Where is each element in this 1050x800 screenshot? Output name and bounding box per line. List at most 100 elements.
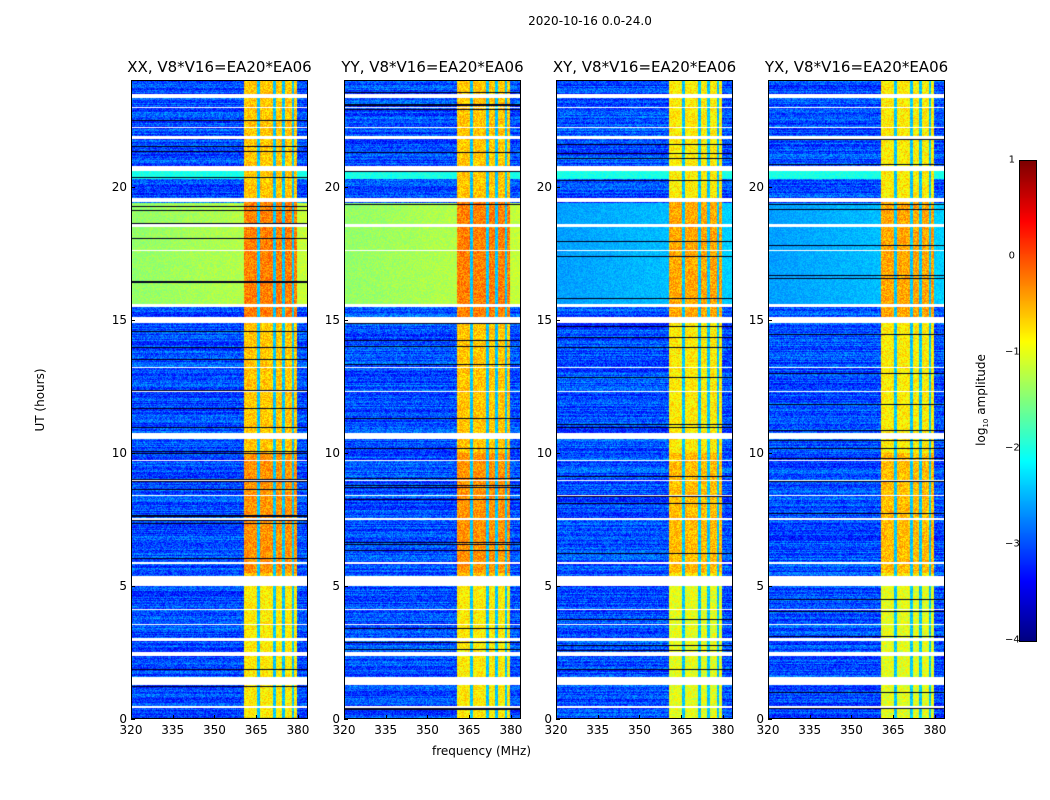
x-tick-label: 365 — [457, 723, 481, 737]
x-tick-mark — [597, 715, 599, 719]
x-tick-label: 365 — [669, 723, 693, 737]
y-tick-label: 10 — [748, 445, 764, 460]
x-tick-label: 380 — [711, 723, 735, 737]
x-tick-label: 335 — [586, 723, 610, 737]
y-tick-mark — [344, 319, 348, 321]
panel-title: XX, V8*V16=EA20*EA06 — [127, 58, 312, 76]
x-tick-mark — [131, 715, 132, 719]
x-tick-mark — [214, 715, 216, 719]
spectrogram-panel-yy: YY, V8*V16=EA20*EA06 0 5 10 15 20 320 335 350 365… — [325, 58, 524, 737]
x-tick-label: 335 — [798, 723, 822, 737]
spectrogram-panel-xx: XX, V8*V16=EA20*EA06 0 5 10 15 20 320 335 350 365… — [112, 58, 312, 737]
x-tick-label: 365 — [881, 723, 905, 737]
colorbar-tick-label: 1 — [1008, 154, 1015, 166]
x-tick-label: 350 — [203, 723, 226, 737]
spectrogram-panel-xy: XY, V8*V16=EA20*EA06 0 5 10 15 20 320 335 350 365… — [537, 58, 736, 737]
x-tick-mark — [469, 715, 471, 719]
x-tick-label: 365 — [244, 723, 268, 737]
y-tick-label: 0 — [332, 712, 340, 726]
spectrogram-heatmap — [131, 80, 308, 719]
x-tick-mark — [893, 715, 895, 719]
y-tick-mark — [131, 719, 135, 720]
y-tick-label: 20 — [748, 179, 764, 194]
y-tick-mark — [768, 719, 772, 720]
y-tick-mark — [768, 452, 772, 454]
colorbar-tick-label: −3 — [1005, 538, 1020, 550]
colorbar-label: log10 amplitude — [973, 354, 991, 446]
figure-suptitle: 2020-10-16 0.0-24.0 — [528, 14, 652, 28]
y-tick-mark — [556, 319, 560, 321]
x-tick-mark — [556, 715, 557, 719]
y-tick-label: 5 — [544, 578, 552, 593]
y-tick-label: 20 — [536, 179, 552, 194]
y-tick-label: 15 — [748, 312, 764, 327]
colorbar-tick-label: −1 — [1005, 346, 1020, 358]
y-tick-mark — [131, 585, 135, 587]
y-tick-label: 15 — [324, 312, 340, 327]
x-tick-mark — [385, 715, 387, 719]
y-tick-mark — [344, 452, 348, 454]
x-axis-label: frequency (MHz) — [432, 744, 532, 758]
y-tick-mark — [131, 452, 135, 454]
spectrogram-heatmap — [768, 80, 945, 719]
spectrogram-heatmap — [344, 80, 521, 719]
y-tick-label: 0 — [756, 712, 764, 726]
y-tick-label: 15 — [111, 312, 127, 327]
y-tick-mark — [131, 186, 135, 188]
x-tick-mark — [256, 715, 258, 719]
y-tick-label: 5 — [332, 578, 340, 593]
x-tick-label: 335 — [161, 723, 185, 737]
x-tick-label: 350 — [416, 723, 439, 737]
x-tick-mark — [681, 715, 683, 719]
x-tick-mark — [934, 715, 936, 719]
y-tick-label: 5 — [119, 578, 127, 593]
x-tick-mark — [768, 715, 769, 719]
x-tick-label: 380 — [499, 723, 523, 737]
y-tick-label: 20 — [324, 179, 340, 194]
x-tick-mark — [427, 715, 429, 719]
x-tick-label: 350 — [840, 723, 863, 737]
y-tick-label: 10 — [324, 445, 340, 460]
x-tick-mark — [809, 715, 811, 719]
y-tick-label: 10 — [111, 445, 127, 460]
y-tick-mark — [344, 719, 348, 720]
x-tick-label: 380 — [923, 723, 947, 737]
x-tick-mark — [344, 715, 345, 719]
y-axis-label: UT (hours) — [33, 368, 47, 432]
panel-title: XY, V8*V16=EA20*EA06 — [552, 58, 737, 76]
x-tick-mark — [172, 715, 174, 719]
x-tick-mark — [639, 715, 641, 719]
y-tick-mark — [131, 319, 135, 321]
y-tick-mark — [344, 186, 348, 188]
y-tick-mark — [344, 585, 348, 587]
y-tick-mark — [556, 719, 560, 720]
x-tick-mark — [722, 715, 724, 719]
x-tick-mark — [851, 715, 853, 719]
spectrogram-heatmap — [556, 80, 733, 719]
y-tick-mark — [556, 452, 560, 454]
y-tick-label: 0 — [119, 712, 127, 726]
y-tick-label: 5 — [756, 578, 764, 593]
x-tick-mark — [297, 715, 299, 719]
x-tick-label: 320 — [544, 723, 568, 737]
panel-title: YY, V8*V16=EA20*EA06 — [341, 58, 524, 76]
y-tick-mark — [768, 319, 772, 321]
colorbar — [1019, 160, 1037, 642]
y-tick-label: 0 — [544, 712, 552, 726]
x-tick-label: 380 — [286, 723, 310, 737]
y-tick-mark — [768, 585, 772, 587]
y-tick-mark — [556, 585, 560, 587]
x-tick-label: 335 — [374, 723, 398, 737]
y-tick-label: 10 — [536, 445, 552, 460]
colorbar-tick-label: −2 — [1005, 442, 1020, 454]
y-tick-label: 20 — [111, 179, 127, 194]
y-tick-mark — [556, 186, 560, 188]
x-tick-label: 320 — [756, 723, 780, 737]
x-tick-label: 320 — [332, 723, 356, 737]
spectrogram-panel-yx: YX, V8*V16=EA20*EA06 0 5 10 15 20 320 335 350 365… — [749, 58, 948, 737]
colorbar-tick-label: 0 — [1008, 250, 1015, 262]
y-tick-label: 15 — [536, 312, 552, 327]
x-tick-label: 350 — [628, 723, 651, 737]
panel-title: YX, V8*V16=EA20*EA06 — [764, 58, 949, 76]
x-tick-mark — [510, 715, 512, 719]
